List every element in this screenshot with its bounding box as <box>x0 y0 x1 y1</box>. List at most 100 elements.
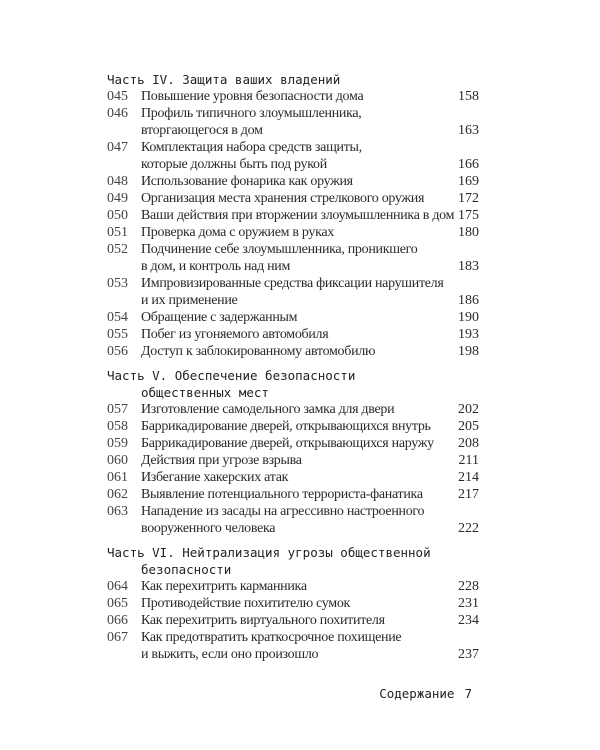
section-heading-line: безопасности <box>141 562 232 577</box>
entry-page: 183 <box>458 259 479 274</box>
toc-entry[interactable]: 062 Выявление потенциального террориста-ф… <box>107 486 479 503</box>
entry-page: 186 <box>458 293 479 308</box>
entry-page: 208 <box>458 436 479 451</box>
entry-title: Как предотвратить краткосрочное похищени… <box>141 629 445 663</box>
entry-title: Баррикадирование дверей, открывающихся в… <box>141 418 445 435</box>
entry-title-line: Подчинение себе злоумышленника, проникше… <box>141 242 418 257</box>
toc-entry[interactable]: 054 Обращение с задержанным 190 <box>107 309 479 326</box>
entry-title-line: Как перехитрить карманника <box>141 579 307 594</box>
entry-title-line: Повышение уровня безопасности дома <box>141 89 364 104</box>
entry-title: Комплектация набора средств защиты, котор… <box>141 139 445 173</box>
entry-number: 058 <box>107 419 128 434</box>
entry-title: Противодействие похитителю сумок <box>141 595 445 612</box>
entry-title-line: и выжить, если оно произошло <box>141 647 319 662</box>
entry-page: 228 <box>458 579 479 594</box>
entry-title-line: Профиль типичного злоумышленника, <box>141 106 362 121</box>
entry-number: 062 <box>107 487 128 502</box>
entry-title: Изготовление самодельного замка для двер… <box>141 401 445 418</box>
entry-title-line: Действия при угрозе взрыва <box>141 453 302 468</box>
toc-entry[interactable]: 060 Действия при угрозе взрыва 211 <box>107 452 479 469</box>
toc-entry[interactable]: 065 Противодействие похитителю сумок 231 <box>107 595 479 612</box>
entry-title-line: Изготовление самодельного замка для двер… <box>141 402 395 417</box>
entry-title: Нападение из засады на агрессивно настро… <box>141 503 445 537</box>
entry-title-line: Обращение с задержанным <box>141 310 298 325</box>
entry-title-line: вторгающегося в дом <box>141 123 263 138</box>
entry-number: 067 <box>107 630 128 645</box>
entry-number: 046 <box>107 106 128 121</box>
toc-entry[interactable]: 055 Побег из угоняемого автомобиля 193 <box>107 326 479 343</box>
toc-entry[interactable]: 058 Баррикадирование дверей, открывающихс… <box>107 418 479 435</box>
entry-page: 193 <box>458 327 479 342</box>
toc-entry[interactable]: 045 Повышение уровня безопасности дома 158 <box>107 88 479 105</box>
entry-page: 202 <box>458 402 479 417</box>
entry-title: Доступ к заблокированному автомобилю <box>141 343 445 360</box>
toc-entry[interactable]: 063 Нападение из засады на агрессивно нас… <box>107 503 479 537</box>
toc-entry[interactable]: 046 Профиль типичного злоумышленника, втор… <box>107 105 479 139</box>
toc-entry[interactable]: 053 Импровизированные средства фиксации н… <box>107 275 479 309</box>
entry-title-line: Как перехитрить виртуального похитителя <box>141 613 385 628</box>
entry-title: Профиль типичного злоумышленника, вторгаю… <box>141 105 445 139</box>
entry-title: Как перехитрить карманника <box>141 578 445 595</box>
entry-number: 052 <box>107 242 128 257</box>
entry-number: 056 <box>107 344 128 359</box>
entry-number: 055 <box>107 327 128 342</box>
toc-entry[interactable]: 061 Избегание хакерских атак 214 <box>107 469 479 486</box>
toc-entry[interactable]: 067 Как предотвратить краткосрочное похищ… <box>107 629 479 663</box>
entry-number: 065 <box>107 596 128 611</box>
toc-entry[interactable]: 049 Организация места хранения стрелковог… <box>107 190 479 207</box>
toc-entry[interactable]: 048 Использование фонарика как оружия 169 <box>107 173 479 190</box>
entry-title-line: Баррикадирование дверей, открывающихся в… <box>141 419 431 434</box>
entry-page: 175 <box>458 208 479 223</box>
toc-entry[interactable]: 059 Баррикадирование дверей, открывающихс… <box>107 435 479 452</box>
entry-page: 205 <box>458 419 479 434</box>
entry-title: Баррикадирование дверей, открывающихся н… <box>141 435 445 452</box>
toc-entry[interactable]: 066 Как перехитрить виртуального похитите… <box>107 612 479 629</box>
entry-number: 066 <box>107 613 128 628</box>
toc-entry[interactable]: 064 Как перехитрить карманника 228 <box>107 578 479 595</box>
toc-section: Часть IV. Защита ваших владений 045 Повыше… <box>107 71 479 360</box>
entry-page: 166 <box>458 157 479 172</box>
entry-title: Ваши действия при вторжении злоумышленни… <box>141 207 454 224</box>
entry-title-line: Побег из угоняемого автомобиля <box>141 327 329 342</box>
toc-entry[interactable]: 056 Доступ к заблокированному автомобилю 1… <box>107 343 479 360</box>
entry-title-line: Нападение из засады на агрессивно настро… <box>141 504 425 519</box>
entry-page: 217 <box>458 487 479 502</box>
section-heading: Часть V. Обеспечение безопасности обществ… <box>107 367 479 401</box>
entry-number: 063 <box>107 504 128 519</box>
entry-page: 169 <box>458 174 479 189</box>
entry-title: Организация места хранения стрелкового о… <box>141 190 445 207</box>
entry-title-line: Проверка дома с оружием в руках <box>141 225 335 240</box>
entry-title: Избегание хакерских атак <box>141 469 445 486</box>
entry-page: 214 <box>458 470 479 485</box>
entry-title-line: которые должны быть под рукой <box>141 157 327 172</box>
toc-section: Часть VI. Нейтрализация угрозы обществен… <box>107 544 479 663</box>
toc-entry[interactable]: 047 Комплектация набора средств защиты, ко… <box>107 139 479 173</box>
entry-title-line: Импровизированные средства фиксации нару… <box>141 276 444 291</box>
toc-entry[interactable]: 052 Подчинение себе злоумышленника, прони… <box>107 241 479 275</box>
entry-number: 064 <box>107 579 128 594</box>
entry-title: Действия при угрозе взрыва <box>141 452 445 469</box>
entry-title: Импровизированные средства фиксации нару… <box>141 275 445 309</box>
entry-title-line: Доступ к заблокированному автомобилю <box>141 344 376 359</box>
entry-title-line: Организация места хранения стрелкового о… <box>141 191 425 206</box>
entry-page: 234 <box>458 613 479 628</box>
entry-title: Проверка дома с оружием в руках <box>141 224 445 241</box>
entry-title-line: Комплектация набора средств защиты, <box>141 140 362 155</box>
page-number: 7 <box>464 686 472 701</box>
entry-title: Подчинение себе злоумышленника, проникше… <box>141 241 445 275</box>
toc-entry[interactable]: 051 Проверка дома с оружием в руках 180 <box>107 224 479 241</box>
entry-number: 054 <box>107 310 128 325</box>
entry-title: Выявление потенциального террориста-фана… <box>141 486 445 503</box>
entry-number: 045 <box>107 89 128 104</box>
entry-page: 163 <box>458 123 479 138</box>
toc-entry[interactable]: 057 Изготовление самодельного замка для д… <box>107 401 479 418</box>
toc-section: Часть V. Обеспечение безопасности обществ… <box>107 367 479 537</box>
toc-entry[interactable]: 050 Ваши действия при вторжении злоумышле… <box>107 207 479 224</box>
entry-number: 050 <box>107 208 128 223</box>
entry-page: 222 <box>458 521 479 536</box>
entry-page: 172 <box>458 191 479 206</box>
entry-number: 061 <box>107 470 128 485</box>
entry-title-line: Как предотвратить краткосрочное похищени… <box>141 630 402 645</box>
footer-label: Содержание <box>379 686 455 701</box>
entry-title: Использование фонарика как оружия <box>141 173 445 190</box>
